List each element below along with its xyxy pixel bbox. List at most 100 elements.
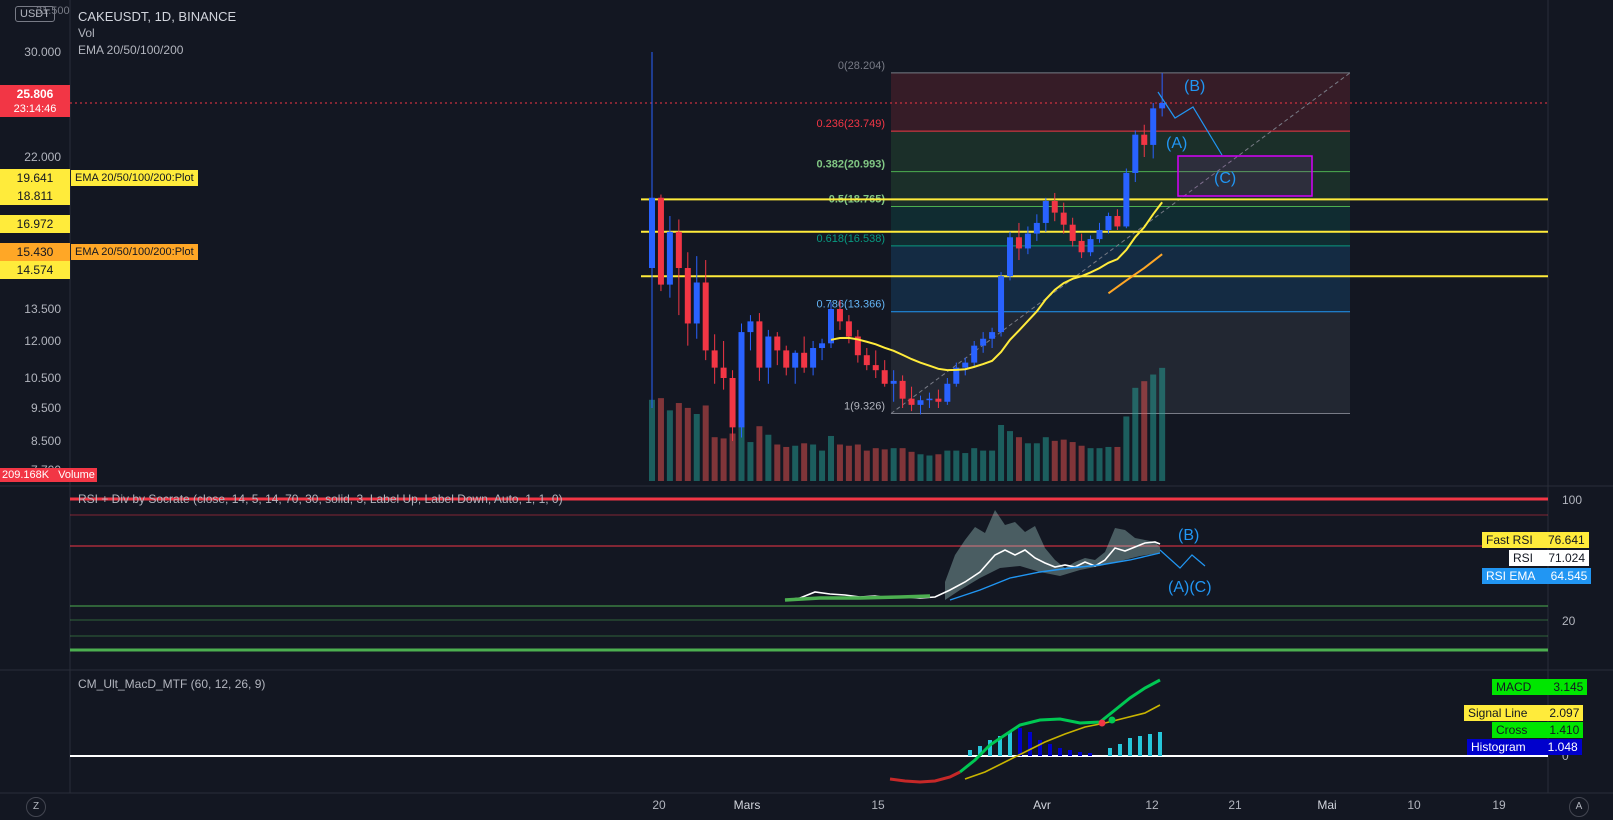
candle-body xyxy=(720,367,727,378)
zoom-corner-button[interactable]: Z xyxy=(26,797,46,817)
volume-bar xyxy=(666,410,673,481)
volume-bar xyxy=(989,450,996,481)
rsi-axis-top: 100 xyxy=(1562,493,1582,507)
volume-bar xyxy=(1087,448,1094,481)
candle-body xyxy=(810,348,817,368)
candle-body xyxy=(783,350,790,368)
macd-histogram-bar xyxy=(1038,740,1042,756)
volume-bar xyxy=(944,450,951,481)
candle-body xyxy=(953,367,960,384)
fib-zone xyxy=(891,311,1350,414)
target-zone-box xyxy=(1177,155,1313,197)
current-price-label: 25.806 xyxy=(0,85,70,103)
volume-bar xyxy=(693,414,700,481)
volume-bar xyxy=(872,448,879,481)
ema-price-label: 15.430 xyxy=(0,243,70,261)
volume-bar xyxy=(792,445,799,481)
candle-body xyxy=(917,400,924,405)
fib-zone xyxy=(891,131,1350,172)
macd-histogram-bar xyxy=(1018,728,1022,756)
candle-body xyxy=(666,231,673,285)
volume-bar xyxy=(1159,367,1166,481)
volume-bar xyxy=(1007,431,1013,481)
candle-body xyxy=(980,338,987,346)
volume-bar xyxy=(801,443,808,481)
volume-bar xyxy=(908,451,915,481)
rsi-title[interactable]: RSI + Div by Socrate (close, 14, 5, 14, … xyxy=(78,492,563,506)
macd-label: MACD 3.145 xyxy=(1492,679,1588,695)
candle-body xyxy=(1042,200,1049,223)
indicator-vol-title[interactable]: Vol xyxy=(78,26,95,40)
candle-body xyxy=(675,231,682,269)
macd-histogram-bar xyxy=(1028,732,1032,756)
volume-bar xyxy=(1060,439,1067,481)
time-axis-label: 15 xyxy=(871,798,885,812)
time-axis-label: 10 xyxy=(1407,798,1421,812)
rsi-bull-divergence xyxy=(784,594,931,602)
time-axis-label: 20 xyxy=(652,798,666,812)
candle-body xyxy=(998,276,1005,333)
price-tick-partial: 31.500 xyxy=(36,5,70,17)
macd-cross-dot xyxy=(1108,716,1116,724)
fib-level-label: 0.236(23.749) xyxy=(817,118,886,130)
candle-body xyxy=(1060,212,1067,225)
macd-histogram-bar xyxy=(1158,732,1162,756)
volume-bar xyxy=(1123,416,1130,481)
candle-body xyxy=(1024,233,1031,249)
volume-bar xyxy=(1150,374,1157,481)
ema-price-label: 19.641 xyxy=(0,169,70,187)
volume-bar xyxy=(863,450,870,481)
candle-body xyxy=(971,345,978,363)
candle-body xyxy=(944,383,951,402)
symbol-title[interactable]: CAKEUSDT, 1D, BINANCE xyxy=(78,9,237,24)
candle-body xyxy=(863,355,870,366)
volume-bar xyxy=(828,435,834,481)
volume-bar xyxy=(649,399,655,481)
candle-body xyxy=(908,398,915,405)
macd-title[interactable]: CM_Ult_MacD_MTF (60, 12, 26, 9) xyxy=(78,677,266,691)
candle-body xyxy=(702,282,709,351)
macd-histogram-bar xyxy=(1048,744,1052,756)
candle-body xyxy=(1051,200,1058,213)
histogram-label: Histogram 1.048 xyxy=(1467,739,1582,755)
wave-projection xyxy=(1157,91,1223,156)
indicator-ema-title[interactable]: EMA 20/50/100/200 xyxy=(78,43,184,57)
ema-50-line xyxy=(1107,253,1163,295)
candle-body xyxy=(890,380,897,384)
candle-body xyxy=(935,398,942,402)
volume-bar xyxy=(765,434,772,481)
time-axis-label: 19 xyxy=(1492,798,1506,812)
cross-label: Cross 1.410 xyxy=(1492,722,1584,738)
ema-price-label: 16.972 xyxy=(0,215,70,233)
candle-body xyxy=(1033,222,1040,234)
volume-bar xyxy=(747,442,754,481)
rsi-axis-bottom: 20 xyxy=(1562,614,1576,628)
candle-body xyxy=(899,380,906,399)
rsi-value-label: RSI 71.024 xyxy=(1509,550,1590,566)
signal-line-label: Signal Line 2.097 xyxy=(1464,705,1584,721)
macd-histogram-bar xyxy=(978,746,982,756)
volume-bar xyxy=(1033,443,1040,481)
candle-body xyxy=(1096,230,1103,240)
candle-body xyxy=(1105,216,1112,231)
auto-scale-button[interactable]: A xyxy=(1569,797,1589,817)
candle-body xyxy=(845,321,852,337)
wave-label-c: (C) xyxy=(1214,170,1236,187)
candle-body xyxy=(738,332,745,428)
volume-bar xyxy=(783,446,790,481)
macd-line-bear xyxy=(889,770,961,784)
volume-bar xyxy=(1132,387,1139,481)
candle-body xyxy=(765,336,772,368)
volume-value: 209.168K xyxy=(2,469,50,481)
macd-cross-dot xyxy=(1098,719,1106,727)
volume-bar xyxy=(729,433,736,481)
volume-bar xyxy=(926,455,933,481)
currency-badge[interactable]: USDT xyxy=(15,6,55,22)
volume-bar xyxy=(1069,442,1076,481)
fib-level-label: 0(28.204) xyxy=(838,60,885,72)
macd-histogram-bar xyxy=(968,750,972,756)
macd-histogram-bar xyxy=(1138,736,1142,756)
time-axis-label: Mai xyxy=(1317,798,1336,812)
wave-label-b: (B) xyxy=(1184,78,1205,95)
